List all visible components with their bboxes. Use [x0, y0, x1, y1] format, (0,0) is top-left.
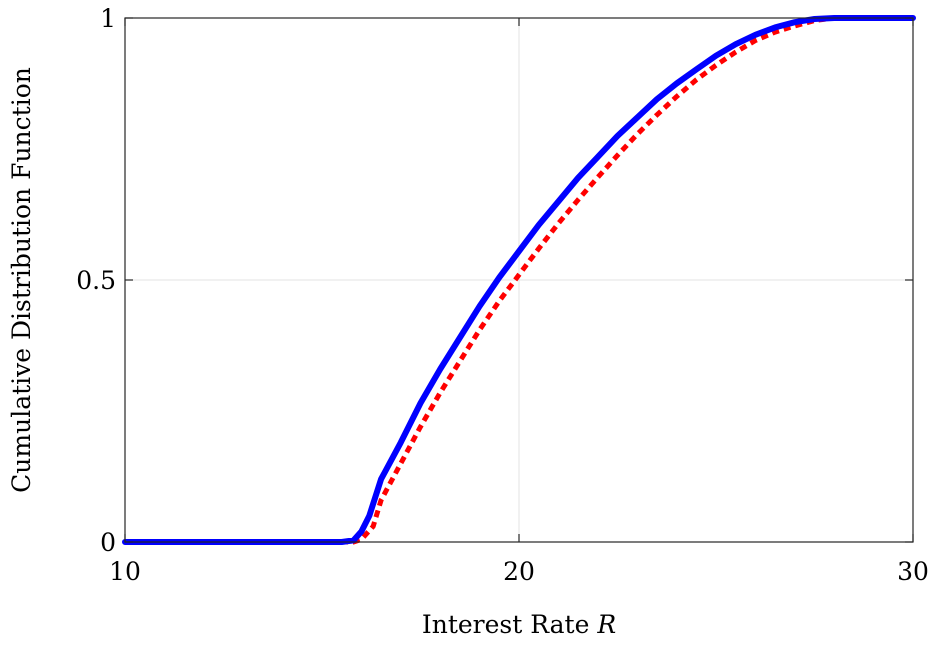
y-axis-title: Cumulative Distribution Function	[7, 67, 36, 493]
grid-lines	[125, 18, 913, 542]
y-tick-label: 0.5	[76, 266, 116, 295]
x-axis-title: Interest Rate R	[422, 610, 616, 639]
y-tick-label: 0	[100, 528, 116, 557]
y-tick-label: 1	[100, 4, 116, 33]
x-tick-label: 10	[109, 557, 141, 586]
x-tick-label: 30	[897, 557, 929, 586]
tick-marks	[124, 17, 914, 543]
tick-labels: 10 20 30 0 0.5 1	[76, 4, 929, 586]
x-tick-label: 20	[503, 557, 535, 586]
